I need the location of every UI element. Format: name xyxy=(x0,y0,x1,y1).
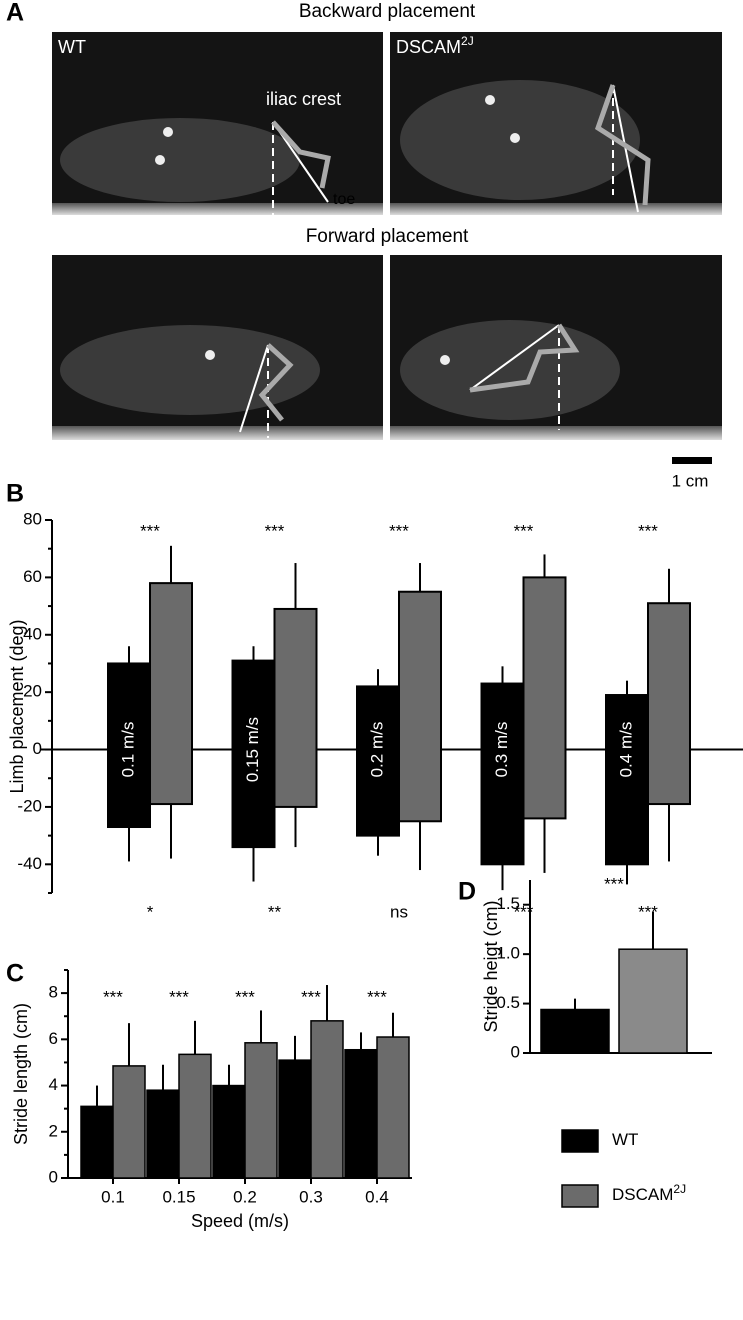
bar xyxy=(212,1084,246,1179)
legend-swatch xyxy=(561,1184,599,1208)
bar xyxy=(480,682,525,866)
bar xyxy=(146,1089,180,1179)
significance: *** xyxy=(301,987,321,1006)
scale-bar xyxy=(672,457,712,464)
x-tick-label: 0.2 xyxy=(233,1187,257,1206)
photo xyxy=(390,255,722,440)
x-axis-title: Speed (m/s) xyxy=(191,1211,289,1231)
y-tick-label: 1.5 xyxy=(496,894,520,913)
bar xyxy=(231,659,276,849)
legend-name: DSCAM xyxy=(612,1185,673,1204)
photo xyxy=(52,255,383,440)
significance: *** xyxy=(514,902,534,921)
y-tick-label: 0 xyxy=(511,1042,520,1061)
panel-letter: A xyxy=(6,0,24,27)
bar xyxy=(178,1053,212,1179)
photo-title: Forward placement xyxy=(306,226,469,247)
bar xyxy=(80,1105,114,1179)
y-axis-title: Stride length (cm) xyxy=(11,1003,31,1145)
significance: *** xyxy=(169,987,189,1006)
panel-letter: B xyxy=(6,480,24,508)
y-tick-label: 20 xyxy=(23,682,42,701)
y-tick-label: 0.5 xyxy=(496,993,520,1012)
significance: *** xyxy=(140,521,160,540)
significance: *** xyxy=(638,521,658,540)
y-tick-label: 8 xyxy=(49,983,58,1002)
bar xyxy=(107,662,151,829)
significance: ns xyxy=(390,902,408,921)
category-label: 0.2 m/s xyxy=(367,722,386,778)
bar xyxy=(112,1065,146,1179)
significance: * xyxy=(147,902,154,921)
bar xyxy=(376,1036,410,1179)
y-tick-label: -40 xyxy=(17,854,42,873)
photo-label: WT xyxy=(58,37,86,57)
y-tick-label: 40 xyxy=(23,624,42,643)
y-tick-label: 80 xyxy=(23,509,42,528)
photo xyxy=(52,32,383,215)
bar xyxy=(244,1042,278,1179)
significance: *** xyxy=(103,987,123,1006)
bar xyxy=(273,607,318,808)
y-tick-label: 1.0 xyxy=(496,944,520,963)
category-label: 0.4 m/s xyxy=(616,722,635,778)
panel-letter: C xyxy=(6,960,24,988)
bar xyxy=(398,590,442,823)
scale-label: 1 cm xyxy=(672,471,709,490)
legend-label: WT xyxy=(612,1130,638,1149)
significance: *** xyxy=(604,874,624,893)
photo-label-main: DSCAM xyxy=(396,37,461,57)
y-tick-label: 6 xyxy=(49,1029,58,1048)
bar xyxy=(356,685,400,837)
category-label: 0.1 m/s xyxy=(118,722,137,778)
bar xyxy=(605,694,649,866)
bar xyxy=(344,1048,378,1179)
significance: *** xyxy=(367,987,387,1006)
photo-label-sup: 2J xyxy=(461,34,474,48)
y-axis-title: Stride heigt (cm) xyxy=(481,900,501,1032)
x-tick-label: 0.1 xyxy=(101,1187,125,1206)
y-tick-label: -20 xyxy=(17,796,42,815)
category-label: 0.15 m/s xyxy=(243,717,262,782)
y-tick-label: 0 xyxy=(49,1167,58,1186)
photo-label: DSCAM2J xyxy=(396,34,474,57)
significance: *** xyxy=(265,521,285,540)
photo xyxy=(390,32,722,215)
landmark-label: toe xyxy=(333,191,355,208)
significance: ** xyxy=(268,902,282,921)
bar xyxy=(310,1020,344,1179)
significance: *** xyxy=(235,987,255,1006)
y-tick-label: 4 xyxy=(49,1075,58,1094)
significance: *** xyxy=(638,902,658,921)
x-tick-label: 0.4 xyxy=(365,1187,389,1206)
category-label: 0.3 m/s xyxy=(492,722,511,778)
bar xyxy=(540,1008,610,1054)
y-axis-title: Limb placement (deg) xyxy=(7,619,27,793)
y-tick-label: 2 xyxy=(49,1121,58,1140)
landmark-label: iliac crest xyxy=(266,89,341,109)
x-tick-label: 0.15 xyxy=(162,1187,195,1206)
bar xyxy=(618,948,688,1054)
legend-sup: 2J xyxy=(673,1182,686,1196)
y-tick-label: 0 xyxy=(33,739,42,758)
panel-letter: D xyxy=(458,878,476,906)
photo-title: Backward placement xyxy=(299,1,476,22)
bar xyxy=(149,582,193,806)
legend-name: WT xyxy=(612,1130,638,1149)
significance: *** xyxy=(389,521,409,540)
significance: *** xyxy=(514,521,534,540)
legend-label: DSCAM2J xyxy=(612,1182,686,1204)
bar xyxy=(522,576,567,820)
legend-swatch xyxy=(561,1129,599,1153)
x-tick-label: 0.3 xyxy=(299,1187,323,1206)
bar xyxy=(278,1059,312,1179)
y-tick-label: 60 xyxy=(23,567,42,586)
bar xyxy=(647,602,691,806)
